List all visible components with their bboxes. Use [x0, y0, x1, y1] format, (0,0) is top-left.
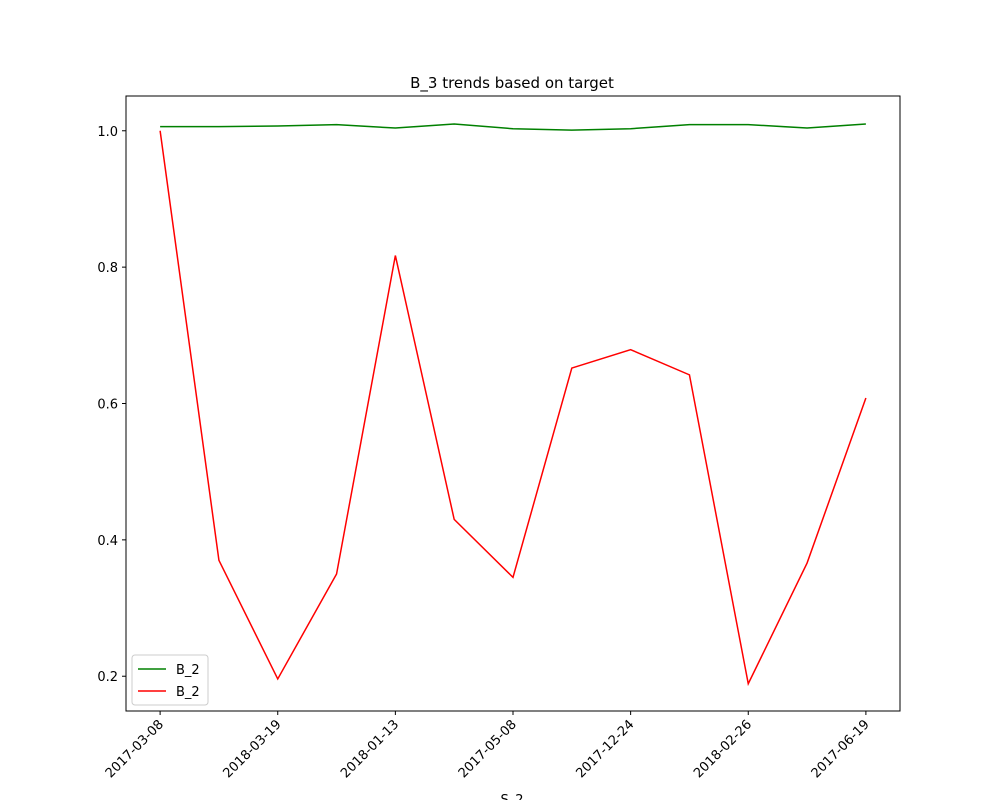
x-tick-label: 2018-02-26 — [691, 717, 755, 781]
legend-box — [131, 654, 209, 706]
x-tick-label: 2017-12-24 — [573, 717, 637, 781]
line-series — [159, 130, 867, 687]
x-tick-label: 2017-03-08 — [103, 717, 167, 781]
x-tick-label: 2018-01-13 — [338, 717, 402, 781]
x-tick-label: 2017-05-08 — [456, 717, 520, 781]
legend-label: B_2 — [176, 685, 200, 700]
y-tick-label: 1.0 — [97, 125, 118, 140]
legend: B_2B_2 — [131, 654, 209, 706]
plot-frame — [125, 95, 901, 712]
x-tick-label: 2017-06-19 — [809, 717, 873, 781]
y-tick-label: 0.6 — [97, 398, 118, 413]
x-axis-label: S_2 — [500, 793, 523, 800]
y-tick-label: 0.2 — [97, 670, 118, 685]
line-series — [160, 123, 866, 131]
chart-title: B_3 trends based on target — [410, 74, 614, 93]
y-tick-label: 0.8 — [97, 261, 118, 276]
legend-label: B_2 — [176, 663, 200, 678]
y-tick-label: 0.4 — [97, 534, 118, 549]
x-tick-label: 2018-03-19 — [221, 717, 285, 781]
